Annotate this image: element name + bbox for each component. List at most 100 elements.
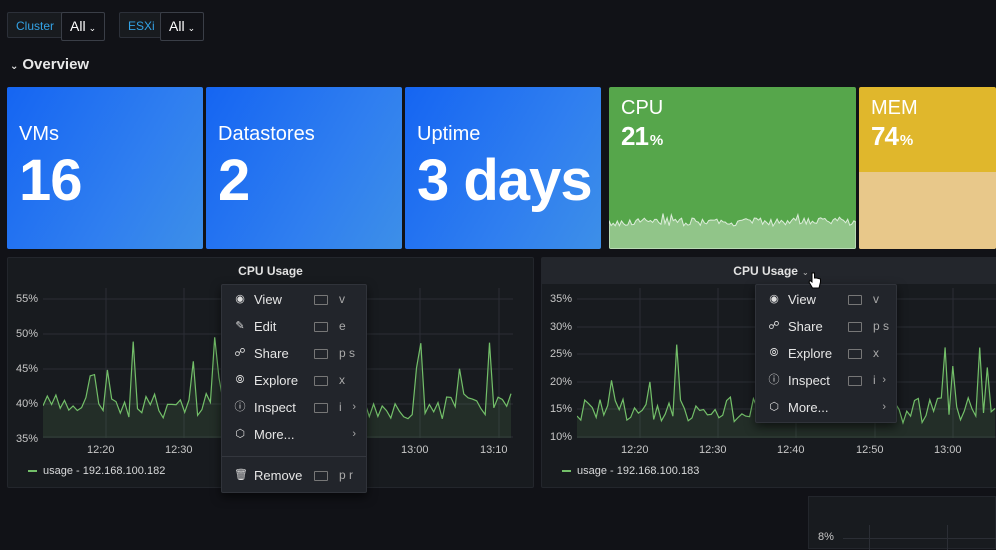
y-tick-label: 35% <box>16 433 39 445</box>
y-tick-label: 35% <box>550 293 573 305</box>
x-tick-label: 12:50 <box>856 444 884 456</box>
menu-item-label: Inspect <box>788 373 830 388</box>
menu-item-more[interactable]: ⬡ More... › <box>222 421 366 448</box>
stat-panel-mem[interactable]: MEM 74% <box>859 87 996 249</box>
chevron-right-icon: › <box>882 401 886 413</box>
menu-item-label: Explore <box>788 346 833 361</box>
chevron-down-icon: ⌄ <box>801 268 809 277</box>
menu-shortcut: p s <box>339 346 356 360</box>
menu-item-label: Inspect <box>254 400 296 415</box>
y-tick-label: 40% <box>16 398 39 410</box>
x-tick-label: 12:30 <box>699 444 727 456</box>
stat-panel-datastores[interactable]: Datastores 2 <box>206 87 402 249</box>
x-tick-label: 13:10 <box>480 444 508 456</box>
legend-label: usage - 192.168.100.182 <box>43 465 166 477</box>
menu-item-explore[interactable]: ⦾ Explore x <box>756 340 896 367</box>
share-icon: ☍ <box>234 347 246 359</box>
menu-divider <box>222 456 366 457</box>
menu-item-remove[interactable]: 🗑 Remove p r <box>222 462 366 489</box>
menu-item-view[interactable]: ◉ View v <box>756 286 896 313</box>
menu-item-view[interactable]: ◉ View v <box>222 286 366 313</box>
cluster-select-value: All <box>70 18 86 34</box>
x-tick-label: 13:00 <box>934 444 962 456</box>
grid-line <box>869 525 870 550</box>
grid-line <box>947 525 948 550</box>
stat-panel-uptime[interactable]: Uptime 3 days <box>405 87 601 249</box>
menu-item-more[interactable]: ⬡ More... › <box>756 394 896 421</box>
menu-shortcut: i <box>339 400 342 414</box>
stat-name: VMs <box>19 123 59 145</box>
cube-icon: ⬡ <box>235 428 245 440</box>
menu-shortcut: v <box>339 292 345 306</box>
stat-value: 2 <box>218 148 250 213</box>
stat-value: 21% <box>621 121 663 152</box>
x-tick-label: 12:20 <box>87 444 115 456</box>
menu-item-label: Share <box>788 319 823 334</box>
menu-item-share[interactable]: ☍ Share p s <box>222 340 366 367</box>
stat-panel-cpu[interactable]: CPU 21% <box>609 87 856 249</box>
row-title: Overview <box>22 56 90 73</box>
keyboard-icon <box>314 376 328 386</box>
menu-shortcut: v <box>873 292 879 306</box>
legend-swatch <box>28 470 37 473</box>
stat-number: 21 <box>621 121 649 151</box>
menu-item-label: Explore <box>254 373 299 388</box>
stat-value: 16 <box>19 148 83 213</box>
panel-title: CPU Usage <box>733 264 798 278</box>
y-tick-label: 20% <box>550 376 573 388</box>
menu-item-label: More... <box>788 400 829 415</box>
x-tick-label: 12:30 <box>165 444 193 456</box>
chevron-down-icon: ⌄ <box>88 23 97 33</box>
menu-item-inspect[interactable]: ⓘ Inspect i › <box>222 394 366 421</box>
keyboard-icon <box>314 295 328 305</box>
menu-item-share[interactable]: ☍ Share p s <box>756 313 896 340</box>
menu-item-label: More... <box>254 427 295 442</box>
menu-item-label: Edit <box>254 319 277 334</box>
menu-shortcut: x <box>339 373 345 387</box>
eye-icon: ◉ <box>769 293 779 305</box>
keyboard-icon <box>848 349 862 359</box>
menu-item-explore[interactable]: ⦾ Explore x <box>222 367 366 394</box>
keyboard-icon <box>848 295 862 305</box>
mem-gauge-fill <box>859 172 996 249</box>
stat-number: 74 <box>871 121 899 151</box>
partial-panel[interactable]: 8% <box>808 496 996 550</box>
keyboard-icon <box>314 403 328 413</box>
y-tick-label: 30% <box>550 321 573 333</box>
info-icon: ⓘ <box>768 374 780 386</box>
menu-item-label: View <box>788 292 816 307</box>
x-tick-label: 12:20 <box>621 444 649 456</box>
y-tick-label: 15% <box>550 403 573 415</box>
stat-value: 3 days <box>417 148 593 213</box>
cube-icon: ⬡ <box>769 401 779 413</box>
panel-title[interactable]: CPU Usage <box>238 264 303 278</box>
compass-icon: ⦾ <box>235 374 245 386</box>
menu-item-inspect[interactable]: ⓘ Inspect i › <box>756 367 896 394</box>
chevron-down-icon: ⌄ <box>10 61 19 72</box>
y-tick-label: 8% <box>818 531 834 543</box>
panel-title-menu-trigger[interactable]: CPU Usage ⌄ <box>542 258 996 284</box>
x-tick-label: 12:40 <box>777 444 805 456</box>
legend-label: usage - 192.168.100.183 <box>577 465 700 477</box>
menu-shortcut: i <box>873 373 876 387</box>
row-toggle-overview[interactable]: ⌄ Overview <box>10 56 89 73</box>
cpu-sparkline <box>609 212 856 249</box>
series-area <box>577 340 995 438</box>
stat-panel-vms[interactable]: VMs 16 <box>7 87 203 249</box>
stat-name: CPU <box>621 97 664 119</box>
edit-icon: ✎ <box>235 320 245 332</box>
menu-shortcut: p r <box>339 468 354 482</box>
keyboard-icon <box>848 322 862 332</box>
share-icon: ☍ <box>768 320 780 332</box>
legend-item[interactable]: usage - 192.168.100.182 <box>28 465 165 477</box>
esxi-variable-select[interactable]: All ⌄ <box>160 12 205 41</box>
cluster-variable-label: Cluster <box>7 12 64 38</box>
stat-name: MEM <box>871 97 918 119</box>
cluster-variable-select[interactable]: All ⌄ <box>61 12 106 41</box>
stat-value: 74% <box>871 121 913 152</box>
grid-line <box>843 538 996 539</box>
compass-icon: ⦾ <box>769 347 779 359</box>
legend-item[interactable]: usage - 192.168.100.183 <box>562 465 699 477</box>
menu-item-edit[interactable]: ✎ Edit e <box>222 313 366 340</box>
panel-context-menu-1: ◉ View v ✎ Edit e ☍ Share p s ⦾ Explore x ⓘ Inspe… <box>221 284 367 493</box>
